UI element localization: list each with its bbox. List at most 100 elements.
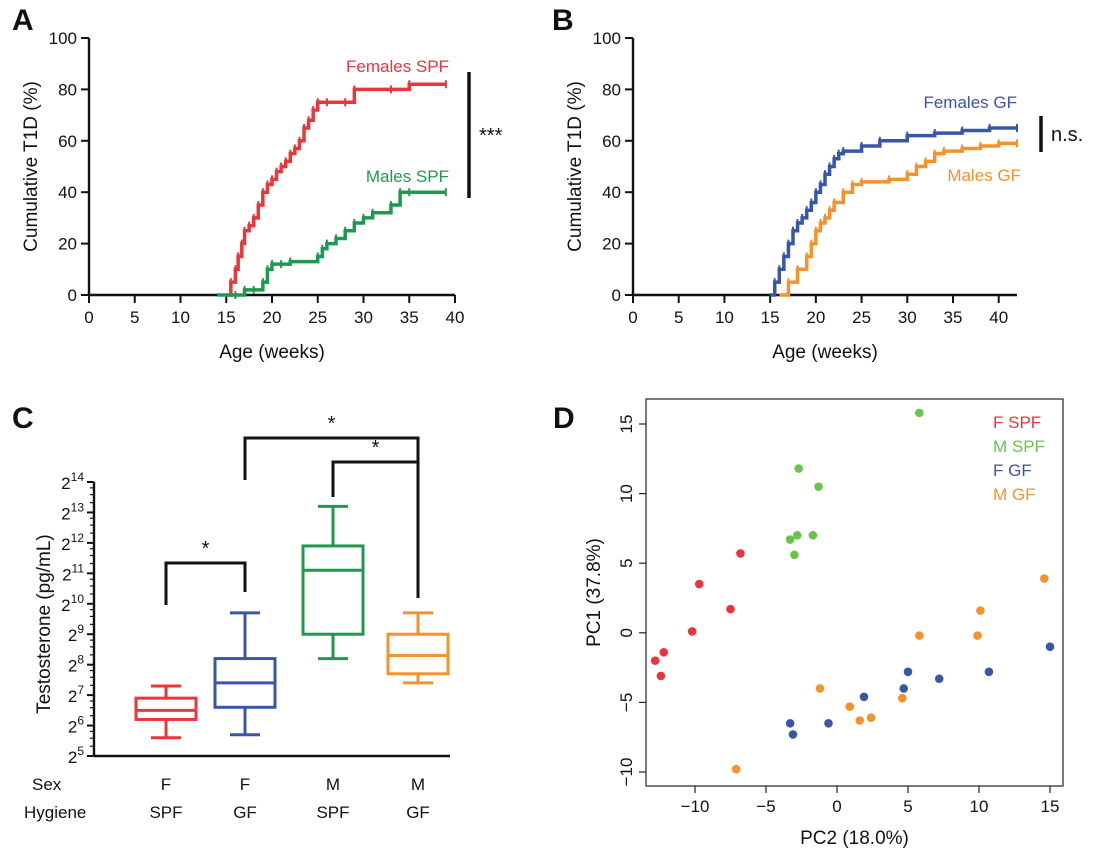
x-tick-label: 20 bbox=[263, 308, 282, 327]
panel-letter-b: B bbox=[552, 4, 574, 37]
x-tick-label: 5 bbox=[903, 797, 912, 816]
y-tick-label: −5 bbox=[617, 693, 636, 712]
scatter-point bbox=[903, 667, 913, 677]
y-tick-base: 2 bbox=[68, 657, 77, 676]
significance-label: n.s. bbox=[1051, 124, 1083, 146]
scatter-point bbox=[650, 656, 660, 665]
y-tick-label: 26 bbox=[68, 714, 84, 737]
y-tick-label: 28 bbox=[68, 653, 84, 676]
scatter-point bbox=[915, 408, 924, 418]
panel-d-pca-scatter: −10 −5 0 5 10 15 −10 −5 0 5 10 15 PC2 (18.0%) PC1 (37… bbox=[584, 398, 1064, 849]
panel-a-survival-chart: 0 20 40 60 80 100 0 5 10 15 20 25 30 35 40 Age (weeks) C… bbox=[21, 29, 503, 363]
y-tick-label: −10 bbox=[617, 758, 636, 787]
plot-frame bbox=[645, 398, 1064, 787]
scatter-point bbox=[659, 647, 669, 657]
y-tick-label: 100 bbox=[49, 29, 77, 48]
legend-entry: F GF bbox=[993, 461, 1032, 480]
scatter-point bbox=[1045, 642, 1055, 652]
scatter-point bbox=[855, 716, 865, 725]
x-tick-label: 25 bbox=[308, 308, 327, 327]
panel-letter-a: A bbox=[12, 4, 34, 37]
y-tick-label: 20 bbox=[58, 235, 77, 254]
x-tick-label: 15 bbox=[1041, 797, 1060, 816]
y-tick-base: 2 bbox=[68, 626, 77, 645]
group-sex-label: F bbox=[161, 775, 171, 794]
x-tick-label: 0 bbox=[84, 308, 93, 327]
y-tick-base: 2 bbox=[61, 535, 70, 554]
significance-label: * bbox=[202, 538, 210, 560]
y-tick-label: 210 bbox=[61, 592, 84, 615]
x-tick-label: 30 bbox=[354, 308, 373, 327]
scatter-point bbox=[792, 531, 802, 540]
y-axis-title: Testosterone (pg/mL) bbox=[34, 534, 55, 714]
series-label: Females GF bbox=[923, 93, 1017, 112]
x-tick-label: 0 bbox=[628, 308, 637, 327]
scatter-point bbox=[726, 604, 735, 614]
x-axis-title: PC2 (18.0%) bbox=[800, 828, 909, 849]
series-line-males-spf bbox=[217, 190, 446, 297]
y-tick-label: 40 bbox=[58, 183, 77, 202]
y-tick-base: 2 bbox=[62, 565, 71, 584]
x-tick-label: 35 bbox=[400, 308, 419, 327]
x-tick-label: 35 bbox=[944, 308, 963, 327]
group-hygiene-label: GF bbox=[233, 803, 257, 822]
scatter-point bbox=[694, 579, 704, 589]
scatter-point bbox=[845, 702, 855, 711]
box-f-spf bbox=[134, 696, 198, 721]
y-tick-base: 2 bbox=[68, 687, 77, 706]
y-tick-label: 60 bbox=[602, 132, 621, 151]
y-tick-label: 80 bbox=[58, 80, 77, 99]
significance-label: *** bbox=[479, 125, 503, 147]
scatter-point bbox=[785, 718, 795, 728]
scatter-point bbox=[790, 550, 799, 560]
x-tick-label: 0 bbox=[832, 797, 841, 816]
x-tick-label: 15 bbox=[217, 308, 236, 327]
significance-bracket bbox=[243, 436, 420, 598]
scatter-point bbox=[915, 631, 924, 640]
y-tick-label: 29 bbox=[68, 622, 84, 645]
y-axis-title: Cumulative T1D (%) bbox=[21, 81, 42, 252]
y-tick-label: 212 bbox=[61, 531, 84, 554]
group-sex-label: F bbox=[240, 775, 250, 794]
scatter-point bbox=[824, 718, 833, 728]
y-tick-base: 2 bbox=[61, 474, 70, 493]
x-tick-label: 40 bbox=[446, 308, 465, 327]
scatter-point bbox=[814, 482, 823, 491]
y-tick-label: 5 bbox=[617, 558, 636, 567]
y-tick-exponent: 14 bbox=[71, 470, 85, 484]
x-tick-label: 20 bbox=[806, 308, 825, 327]
y-tick-label: 213 bbox=[61, 500, 84, 523]
y-tick-label: 100 bbox=[593, 29, 621, 48]
y-tick-label: 80 bbox=[602, 80, 621, 99]
significance-label: * bbox=[372, 437, 380, 459]
y-tick-exponent: 13 bbox=[71, 500, 85, 514]
y-axis-title: PC1 (37.8%) bbox=[584, 538, 605, 647]
scatter-point bbox=[973, 631, 982, 640]
scatter-point bbox=[794, 464, 803, 473]
significance-label: * bbox=[328, 413, 336, 435]
y-tick-label: 214 bbox=[61, 470, 84, 493]
scatter-point bbox=[687, 627, 697, 636]
box-m-spf bbox=[301, 544, 365, 636]
scatter-point bbox=[656, 671, 666, 681]
scatter-point bbox=[736, 549, 745, 558]
scatter-point bbox=[984, 667, 994, 677]
legend-entry: M SPF bbox=[993, 437, 1045, 456]
y-tick-label: 0 bbox=[612, 286, 621, 305]
group-sex-label: M bbox=[411, 775, 425, 794]
series-line-females-spf bbox=[226, 82, 446, 297]
panel-b-survival-chart: 0 20 40 60 80 100 0 5 10 15 20 25 30 35 40 Age (weeks) C… bbox=[565, 29, 1083, 363]
scatter-point bbox=[859, 692, 869, 702]
x-tick-label: 25 bbox=[852, 308, 871, 327]
x-tick-label: 5 bbox=[130, 308, 139, 327]
y-tick-exponent: 7 bbox=[77, 683, 84, 697]
x-tick-label: 10 bbox=[970, 797, 989, 816]
row-label-hygiene: Hygiene bbox=[24, 803, 86, 822]
x-tick-label: −10 bbox=[681, 797, 710, 816]
y-tick-exponent: 12 bbox=[71, 531, 85, 545]
y-tick-label: 0 bbox=[68, 286, 77, 305]
group-sex-label: M bbox=[326, 775, 340, 794]
panel-letter-c: C bbox=[12, 402, 34, 435]
